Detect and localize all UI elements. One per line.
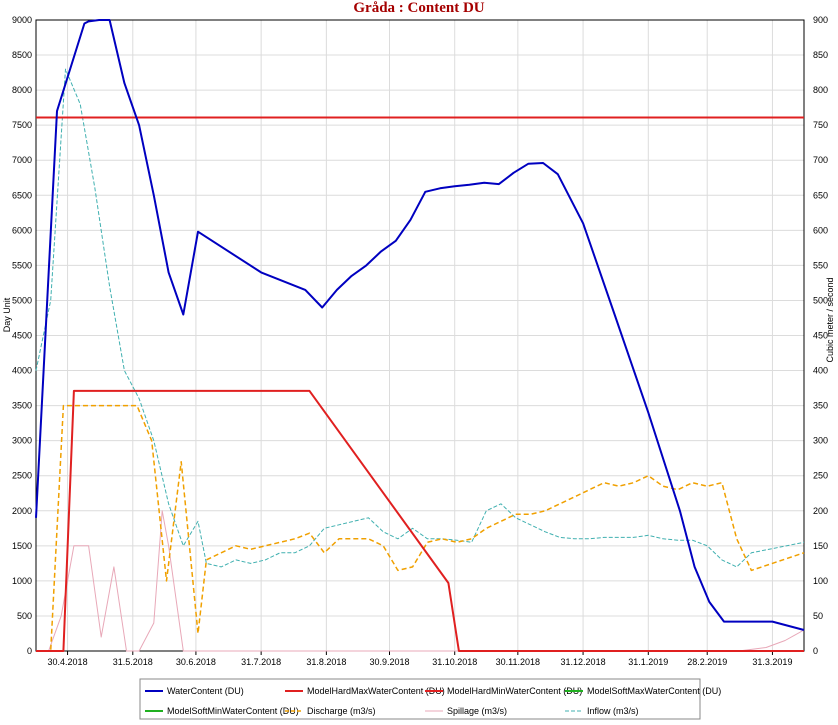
right-tick-label: 600: [813, 225, 828, 235]
legend-label: ModelHardMaxWaterContent (DU): [307, 686, 445, 696]
x-tick-label: 31.8.2018: [306, 657, 346, 667]
series-lines: [35, 19, 805, 652]
right-axis-title: Cubic meter / second: [825, 277, 835, 362]
right-tick-label: 350: [813, 401, 828, 411]
left-tick-label: 500: [17, 611, 32, 621]
x-tick-label: 30.9.2018: [369, 657, 409, 667]
right-tick-label: 700: [813, 155, 828, 165]
x-tick-label: 30.4.2018: [48, 657, 88, 667]
right-y-axis: 0 50 100 150 200 250 300 350 400 450 500 550 600 650 7…: [813, 15, 828, 656]
x-tick-label: 31.1.2019: [628, 657, 668, 667]
left-y-axis: 0 500 1000 1500 2000 2500 3000 3500 4000 4500 5000…: [12, 15, 32, 656]
left-tick-label: 1000: [12, 576, 32, 586]
right-tick-label: 900: [813, 15, 828, 25]
right-tick-label: 250: [813, 471, 828, 481]
right-tick-label: 0: [813, 646, 818, 656]
right-tick-label: 450: [813, 331, 828, 341]
right-tick-label: 650: [813, 190, 828, 200]
left-tick-label: 5000: [12, 295, 32, 305]
legend-label: Spillage (m3/s): [447, 706, 507, 716]
legend-box: [139, 678, 701, 720]
legend-label: Inflow (m3/s): [587, 706, 639, 716]
right-tick-label: 100: [813, 576, 828, 586]
left-tick-label: 7500: [12, 120, 32, 130]
legend: WaterContent (DU) ModelHardMaxWaterConten…: [139, 678, 721, 720]
x-axis: 30.4.2018 31.5.2018 30.6.2018 31.7.2018 31.8…: [48, 651, 792, 667]
left-tick-label: 8500: [12, 50, 32, 60]
left-tick-label: 3500: [12, 401, 32, 411]
right-tick-label: 750: [813, 120, 828, 130]
legend-label: ModelHardMinWaterContent (DU): [447, 686, 582, 696]
series-line-watercontent: [35, 19, 805, 631]
left-tick-label: 0: [27, 646, 32, 656]
left-tick-label: 4000: [12, 366, 32, 376]
right-tick-label: 200: [813, 506, 828, 516]
right-tick-label: 300: [813, 436, 828, 446]
left-tick-label: 6500: [12, 190, 32, 200]
series-line-inflow: [35, 68, 805, 568]
x-tick-label: 31.10.2018: [432, 657, 477, 667]
right-tick-label: 850: [813, 50, 828, 60]
legend-label: WaterContent (DU): [167, 686, 244, 696]
x-tick-label: 30.11.2018: [496, 657, 540, 667]
legend-label: Discharge (m3/s): [307, 706, 376, 716]
left-axis-title: Day Unit: [2, 297, 12, 332]
series-line-discharge: [36, 404, 805, 652]
x-tick-label: 28.2.2019: [687, 657, 727, 667]
x-tick-label: 31.3.2019: [752, 657, 792, 667]
legend-label: ModelSoftMaxWaterContent (DU): [587, 686, 721, 696]
left-tick-label: 2500: [12, 471, 32, 481]
x-tick-label: 31.12.2018: [561, 657, 606, 667]
right-tick-label: 500: [813, 295, 828, 305]
right-tick-label: 50: [813, 611, 823, 621]
right-tick-label: 800: [813, 85, 828, 95]
x-tick-label: 31.7.2018: [241, 657, 281, 667]
left-tick-label: 3000: [12, 436, 32, 446]
right-tick-label: 400: [813, 366, 828, 376]
left-tick-label: 1500: [12, 541, 32, 551]
legend-label: ModelSoftMinWaterContent (DU): [167, 706, 299, 716]
right-tick-label: 550: [813, 260, 828, 270]
right-tick-label: 150: [813, 541, 828, 551]
chart-title: Gråda : Content DU: [353, 0, 484, 16]
left-tick-label: 4500: [12, 331, 32, 341]
left-tick-label: 2000: [12, 506, 32, 516]
left-tick-label: 6000: [12, 225, 32, 235]
gridlines: [36, 20, 804, 651]
left-tick-label: 9000: [12, 15, 32, 25]
x-tick-label: 30.6.2018: [176, 657, 216, 667]
left-tick-label: 5500: [12, 260, 32, 270]
series-line-modelhardminwatercontent: [36, 389, 804, 652]
x-tick-label: 31.5.2018: [113, 657, 153, 667]
left-tick-label: 8000: [12, 85, 32, 95]
left-tick-label: 7000: [12, 155, 32, 165]
